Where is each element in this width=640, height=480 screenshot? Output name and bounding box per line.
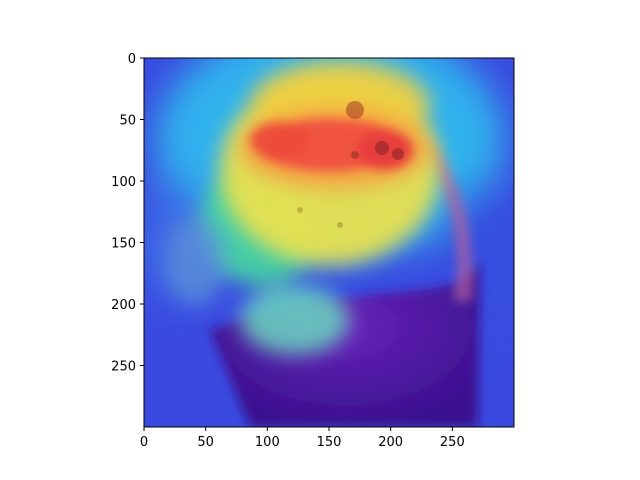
y-tick-label: 0	[128, 52, 136, 67]
x-tick-label: 200	[378, 435, 403, 450]
x-tick-label: 0	[140, 435, 148, 450]
y-tick-label: 100	[111, 175, 136, 190]
y-tick-label: 50	[119, 114, 136, 129]
y-tick-label: 150	[111, 237, 136, 252]
x-tick-label: 150	[317, 435, 342, 450]
x-axis: 0 50 100 150 200 250	[140, 427, 465, 450]
bowl-region	[210, 140, 480, 427]
x-tick-label: 250	[440, 435, 465, 450]
y-tick-label: 200	[111, 298, 136, 313]
y-tick-label: 250	[111, 360, 136, 375]
x-tick-label: 100	[255, 435, 280, 450]
plot-area	[144, 58, 514, 427]
scoop-texture	[297, 101, 404, 228]
x-tick-label: 50	[197, 435, 214, 450]
y-axis: 0 50 100 150 200 250	[111, 52, 144, 375]
